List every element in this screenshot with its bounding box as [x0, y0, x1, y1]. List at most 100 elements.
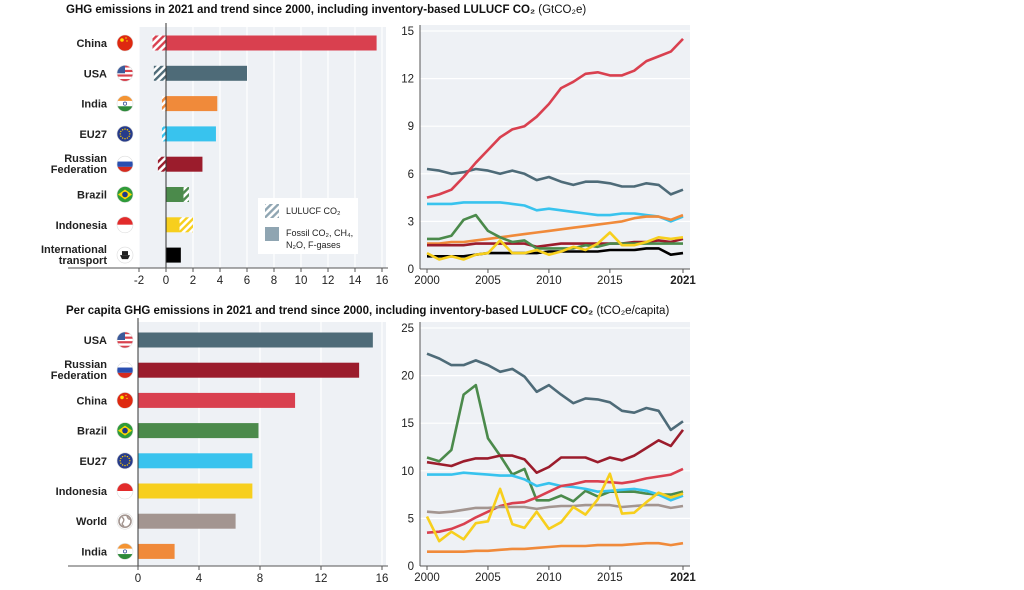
bar-row-indonesia: Indonesia: [56, 482, 253, 500]
bar-lulucf: [161, 96, 166, 112]
x-tick-label: 6: [244, 275, 250, 287]
category-label: Federation: [51, 370, 108, 382]
series-line-world: [426, 503, 684, 515]
y-tick-label: 12: [401, 74, 414, 86]
category-label: Brazil: [77, 190, 107, 202]
usa-flag-icon: [116, 65, 134, 82]
x-tick-label: 4: [196, 573, 203, 585]
bar-row-india: India: [81, 543, 175, 560]
series-line-international-transport: [427, 247, 684, 258]
category-label: International: [41, 244, 107, 256]
series-line-eu27: [427, 471, 684, 502]
category-label: Indonesia: [56, 220, 108, 232]
x-tick-label: 2015: [597, 275, 623, 287]
bar-row-brazil: Brazil: [77, 186, 189, 203]
category-label: EU27: [79, 456, 107, 468]
bar-fossil: [166, 156, 203, 172]
x-tick-label: 16: [376, 275, 389, 287]
bar-row-eu27: EU27: [79, 452, 253, 470]
x-tick-label: 2005: [475, 275, 501, 287]
bar-row-usa: USA: [84, 65, 247, 82]
y-tick-label: 0: [408, 264, 414, 276]
usa-flag-icon: [116, 331, 134, 349]
y-tick-label: 20: [401, 371, 414, 383]
bar-value: [138, 423, 259, 439]
x-tick-label: 2: [190, 275, 196, 287]
bar-row-china: China: [76, 392, 296, 409]
series-line-usa: [426, 352, 684, 432]
china-flag-icon: [116, 34, 134, 52]
series-line-indonesia: [426, 231, 684, 261]
bar-row-india: India: [81, 95, 218, 112]
legend-label-fossil: Fossil CO₂, CH₄,: [286, 228, 353, 238]
x-tick-label: 2005: [475, 572, 501, 584]
y-tick-label: 15: [401, 26, 414, 38]
top-title-main: GHG emissions in 2021 and trend since 20…: [66, 4, 536, 16]
y-tick-label: 5: [408, 513, 414, 525]
bar-value: [138, 543, 175, 559]
y-tick-label: 25: [401, 323, 414, 335]
bar-fossil: [166, 35, 377, 51]
plot-background: [420, 322, 690, 566]
category-label: USA: [84, 335, 107, 347]
x-tick-label: 0: [135, 573, 141, 585]
bar-lulucf: [157, 156, 166, 172]
x-tick-label: 4: [217, 275, 224, 287]
bar-fossil: [166, 65, 247, 81]
brazil-flag-icon: [116, 186, 134, 203]
bar-fossil: [166, 126, 216, 142]
x-tick-label: 2021: [670, 275, 696, 287]
x-tick-label: 8: [271, 275, 277, 287]
series-line-china: [426, 37, 684, 199]
x-tick-label: 12: [322, 275, 335, 287]
bar-value: [138, 332, 373, 348]
bar-row-world: World: [76, 512, 236, 530]
india-flag-icon: [116, 543, 134, 560]
bar-lulucf: [152, 35, 166, 51]
bottom-chart-title: Per capita GHG emissions in 2021 and tre…: [66, 305, 669, 317]
bar-lulucf: [179, 217, 193, 233]
category-label: China: [76, 38, 107, 50]
bar-fossil: [166, 96, 218, 112]
category-label: India: [81, 546, 108, 558]
ship-icon: [116, 246, 134, 264]
top-line-chart: 0 3 6 9 12 15 2000 2005 2010 2015 2021: [401, 25, 696, 287]
category-label: India: [81, 99, 108, 111]
series-line-russian-federation: [427, 237, 684, 249]
y-tick-label: 6: [408, 169, 414, 181]
x-tick-label: 16: [376, 573, 389, 585]
bar-lulucf: [183, 187, 189, 202]
bar-row-indonesia: Indonesia: [56, 216, 193, 234]
legend-swatch-fossil: [265, 227, 279, 241]
bar-value: [138, 513, 236, 529]
bar-value: [138, 483, 253, 499]
series-line-russian-federation: [426, 429, 685, 475]
bar-value: [138, 453, 253, 469]
category-label: transport: [59, 255, 108, 267]
eu-flag-icon: [116, 452, 134, 470]
series-line-brazil: [426, 383, 684, 503]
plot-background: [420, 25, 690, 269]
x-tick-label: 12: [315, 573, 328, 585]
series-line-indonesia: [425, 472, 684, 543]
category-label: EU27: [79, 129, 107, 141]
category-label: Russian: [64, 153, 107, 165]
russia-flag-icon: [116, 361, 134, 379]
bottom-line-chart: 0 5 10 15 20 25 2000 2005 2010 2015 2021: [401, 322, 696, 584]
series-line-india: [427, 213, 684, 245]
bar-row-usa: USA: [84, 331, 373, 349]
series-line-china: [426, 467, 684, 534]
x-tick-label: 2021: [670, 572, 696, 584]
india-flag-icon: [116, 95, 134, 112]
bar-lulucf: [161, 126, 166, 142]
x-tick-label: 2010: [536, 275, 562, 287]
bar-fossil: [166, 187, 184, 202]
bar-lulucf: [153, 65, 166, 81]
y-tick-label: 15: [401, 418, 414, 430]
x-tick-label: 14: [349, 275, 362, 287]
